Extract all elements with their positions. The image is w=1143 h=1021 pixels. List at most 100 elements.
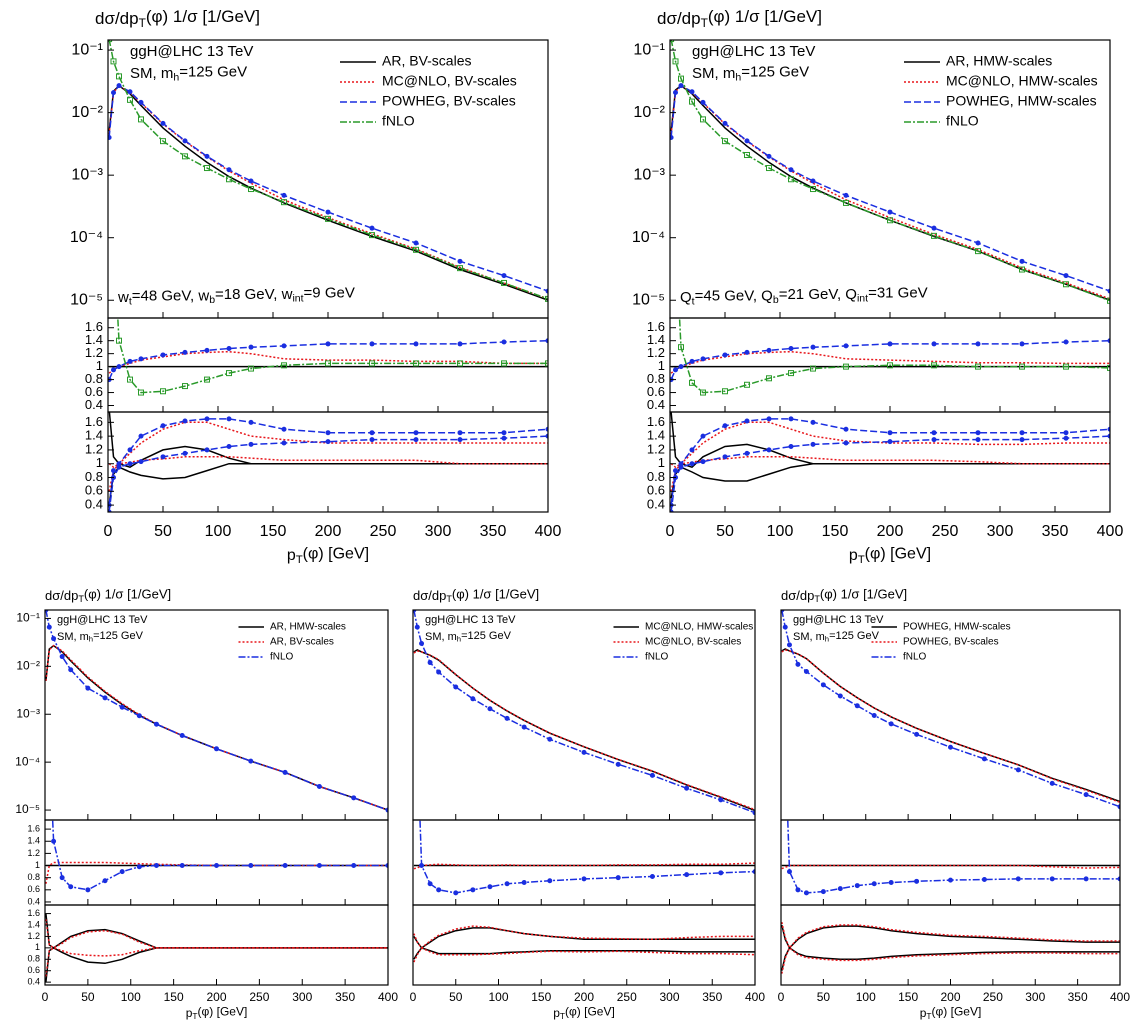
marker — [649, 772, 655, 778]
marker — [138, 99, 144, 105]
marker — [547, 736, 553, 742]
marker — [281, 192, 287, 198]
marker — [248, 441, 254, 447]
marker — [684, 785, 690, 791]
marker — [325, 439, 331, 445]
y-tick-label: 0.8 — [85, 371, 103, 386]
x-axis-label-part: T — [858, 554, 865, 566]
marker — [810, 365, 816, 372]
marker — [127, 89, 133, 95]
marker — [931, 430, 937, 436]
marker — [684, 872, 690, 878]
marker — [795, 661, 801, 667]
marker — [204, 447, 210, 453]
marker — [501, 279, 507, 286]
marker — [127, 96, 133, 103]
y-tick-label: 0.6 — [85, 483, 103, 498]
y-tick-label: 1.4 — [85, 332, 103, 347]
legend-label: POWHEG, HMW-scales — [903, 622, 1011, 633]
x-tick-label: 50 — [716, 523, 734, 540]
marker — [1019, 363, 1025, 370]
marker — [744, 138, 750, 144]
marker — [931, 437, 937, 443]
series-line — [781, 864, 1120, 870]
marker — [766, 347, 772, 353]
series-line — [45, 919, 388, 949]
annotation: wt=48 GeV, wb=18 GeV, wint=9 GeV — [117, 284, 355, 307]
x-tick-label: 150 — [898, 990, 918, 1004]
marker — [316, 863, 322, 869]
panel-frame — [780, 819, 1121, 906]
chart-title-part: dσ/dp — [413, 588, 446, 603]
annotation-part: Q — [680, 289, 692, 306]
marker — [888, 880, 894, 886]
marker — [1083, 876, 1089, 882]
marker — [887, 209, 893, 215]
marker — [436, 669, 442, 675]
panel — [45, 610, 388, 813]
series-line — [117, 318, 548, 394]
marker — [116, 337, 122, 344]
marker — [436, 887, 442, 893]
x-axis-label-part: (φ) [GeV] — [565, 1005, 615, 1019]
x-tick-label: 250 — [932, 523, 959, 540]
marker — [153, 863, 159, 869]
annotation: SM, mh=125 GeV — [130, 63, 247, 83]
chart-title-part: T — [139, 16, 146, 30]
marker — [1063, 281, 1069, 288]
marker — [700, 356, 706, 362]
marker — [766, 165, 772, 172]
marker — [1015, 876, 1021, 882]
marker — [521, 880, 527, 886]
marker — [111, 90, 116, 96]
legend-label: MC@NLO, HMW-scales — [645, 622, 753, 633]
marker — [226, 443, 232, 449]
marker — [786, 642, 792, 648]
marker — [803, 890, 809, 896]
y-tick-label: 1.2 — [647, 441, 665, 456]
chart-title: dσ/dpT(φ) 1/σ [1/GeV] — [413, 587, 539, 605]
y-tick-label: 1.6 — [647, 414, 665, 429]
x-axis-label-part: p — [186, 1006, 193, 1020]
x-tick-label: 200 — [206, 990, 226, 1004]
y-tick-label: 1.4 — [647, 428, 665, 443]
x-axis-label: pT(φ) [GeV] — [287, 546, 369, 566]
marker — [108, 135, 112, 141]
panel — [670, 412, 1110, 512]
x-tick-label: 350 — [480, 523, 507, 540]
series-line — [108, 456, 548, 492]
marker — [689, 89, 695, 95]
x-tick-label: 0 — [666, 523, 675, 540]
y-tick-label: 0.4 — [647, 497, 665, 512]
y-tick-label: 1 — [35, 860, 40, 870]
marker — [160, 120, 166, 126]
marker — [419, 640, 425, 646]
marker — [316, 784, 322, 790]
y-tick-label: 0.6 — [27, 884, 40, 894]
marker — [110, 58, 117, 65]
x-tick-label: 150 — [531, 990, 551, 1004]
marker — [1015, 767, 1021, 773]
marker — [1107, 297, 1110, 304]
marker — [672, 58, 679, 65]
panel-frame — [44, 904, 389, 986]
marker — [820, 889, 826, 895]
marker — [678, 83, 684, 89]
legend-label: fNLO — [903, 652, 927, 663]
marker — [843, 192, 849, 198]
marker — [981, 756, 987, 762]
marker — [975, 240, 981, 246]
chart-title-part: T — [78, 595, 84, 605]
marker — [369, 225, 375, 231]
marker — [160, 388, 166, 395]
series-line — [108, 418, 548, 506]
x-tick-label: 200 — [940, 990, 960, 1004]
marker — [783, 742, 787, 746]
marker — [182, 418, 188, 424]
y-tick-label: 0.8 — [85, 469, 103, 484]
annotation-part: =21 GeV, Q — [779, 286, 857, 303]
marker — [521, 724, 527, 730]
x-tick-label: 50 — [449, 990, 463, 1004]
marker — [453, 684, 459, 690]
legend-label: AR, HMW-scales — [946, 53, 1052, 69]
